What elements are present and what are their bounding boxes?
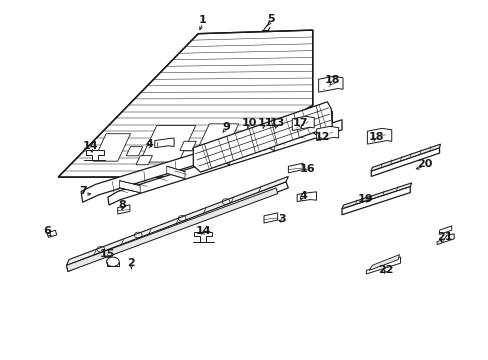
Text: 2: 2 <box>127 258 135 268</box>
Text: 5: 5 <box>267 14 275 24</box>
Polygon shape <box>318 76 342 92</box>
Text: 9: 9 <box>222 122 229 132</box>
Text: 4: 4 <box>299 192 306 202</box>
Polygon shape <box>214 152 229 165</box>
Text: 15: 15 <box>99 248 115 258</box>
Polygon shape <box>341 183 411 209</box>
Polygon shape <box>370 148 439 176</box>
Polygon shape <box>118 205 130 214</box>
Polygon shape <box>195 124 238 153</box>
Text: 19: 19 <box>357 194 372 204</box>
Polygon shape <box>47 230 57 237</box>
Text: 10: 10 <box>241 118 257 128</box>
Text: 21: 21 <box>436 232 451 242</box>
Text: 18: 18 <box>324 75 339 85</box>
Polygon shape <box>368 255 399 270</box>
Polygon shape <box>193 102 331 172</box>
Polygon shape <box>180 141 196 150</box>
Text: 20: 20 <box>416 159 432 169</box>
Text: 14: 14 <box>195 226 210 236</box>
Polygon shape <box>126 147 142 156</box>
Text: 3: 3 <box>278 214 286 224</box>
Polygon shape <box>66 176 288 265</box>
Polygon shape <box>66 182 288 271</box>
Polygon shape <box>297 192 316 202</box>
Text: 8: 8 <box>119 200 126 210</box>
Text: 16: 16 <box>300 164 315 174</box>
Text: 4: 4 <box>145 139 153 149</box>
Polygon shape <box>308 123 319 137</box>
Polygon shape <box>341 186 409 215</box>
Polygon shape <box>288 163 303 173</box>
Text: 7: 7 <box>80 186 87 197</box>
Polygon shape <box>166 166 184 179</box>
Polygon shape <box>81 111 331 202</box>
Polygon shape <box>93 134 130 161</box>
Text: 12: 12 <box>314 132 329 142</box>
Polygon shape <box>316 126 338 140</box>
Polygon shape <box>370 144 440 171</box>
Text: 11: 11 <box>257 118 272 128</box>
Text: 18: 18 <box>367 132 383 142</box>
Text: 6: 6 <box>43 226 51 236</box>
Polygon shape <box>292 116 314 131</box>
Polygon shape <box>436 234 453 244</box>
Polygon shape <box>140 126 195 162</box>
Text: 22: 22 <box>377 265 393 275</box>
Polygon shape <box>119 181 140 193</box>
Polygon shape <box>194 232 212 242</box>
Polygon shape <box>366 257 400 274</box>
Text: 13: 13 <box>269 118 285 128</box>
Text: 17: 17 <box>292 118 308 128</box>
Polygon shape <box>264 213 277 223</box>
Polygon shape <box>261 137 274 151</box>
Polygon shape <box>85 150 103 160</box>
Polygon shape <box>108 120 341 205</box>
Polygon shape <box>439 226 451 234</box>
Polygon shape <box>136 156 152 165</box>
Polygon shape <box>66 188 277 271</box>
Text: 1: 1 <box>199 15 206 26</box>
Text: 14: 14 <box>83 141 99 151</box>
Polygon shape <box>155 138 174 148</box>
Polygon shape <box>58 30 312 177</box>
Polygon shape <box>366 129 391 144</box>
